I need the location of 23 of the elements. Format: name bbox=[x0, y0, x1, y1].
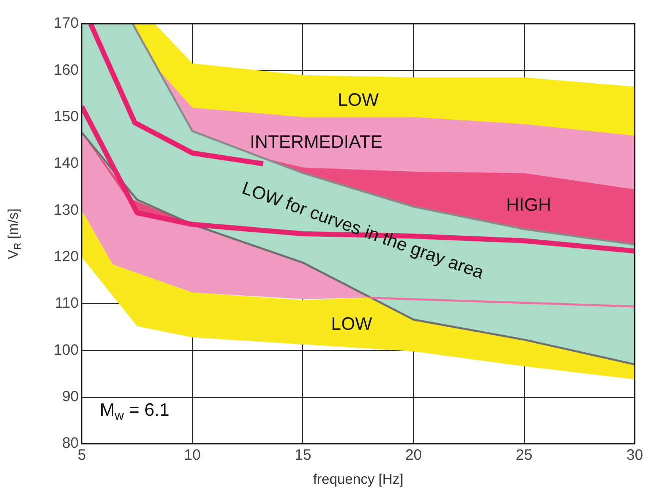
annotation: LOW for curves in the gray area bbox=[240, 178, 488, 284]
x-tick-label: 30 bbox=[626, 447, 644, 464]
x-tick-label: 5 bbox=[78, 447, 86, 464]
y-tick-label: 110 bbox=[55, 295, 79, 312]
annotation: LOW bbox=[338, 90, 380, 110]
y-tick-label: 140 bbox=[54, 155, 79, 172]
y-tick-label: 150 bbox=[54, 108, 79, 126]
y-tick-label: 90 bbox=[62, 388, 79, 406]
x-axis-title: frequency [Hz] bbox=[313, 470, 404, 487]
y-tick-label: 160 bbox=[54, 62, 79, 79]
y-tick-label: 120 bbox=[54, 248, 79, 266]
y-tick-label: 130 bbox=[54, 202, 79, 219]
y-tick-label: 80 bbox=[62, 435, 79, 452]
x-tick-label: 15 bbox=[294, 447, 312, 464]
x-tick-label: 25 bbox=[516, 447, 533, 464]
annotation: INTERMEDIATE bbox=[250, 132, 383, 152]
y-tick-label: 100 bbox=[54, 342, 79, 359]
annotation: HIGH bbox=[506, 194, 552, 215]
y-axis-title: VR [m/s] bbox=[4, 208, 24, 260]
x-tick-label: 10 bbox=[184, 447, 201, 464]
annotation: LOW bbox=[331, 314, 372, 334]
x-tick-label: 20 bbox=[405, 447, 422, 464]
y-tick-label: 170 bbox=[54, 15, 79, 32]
